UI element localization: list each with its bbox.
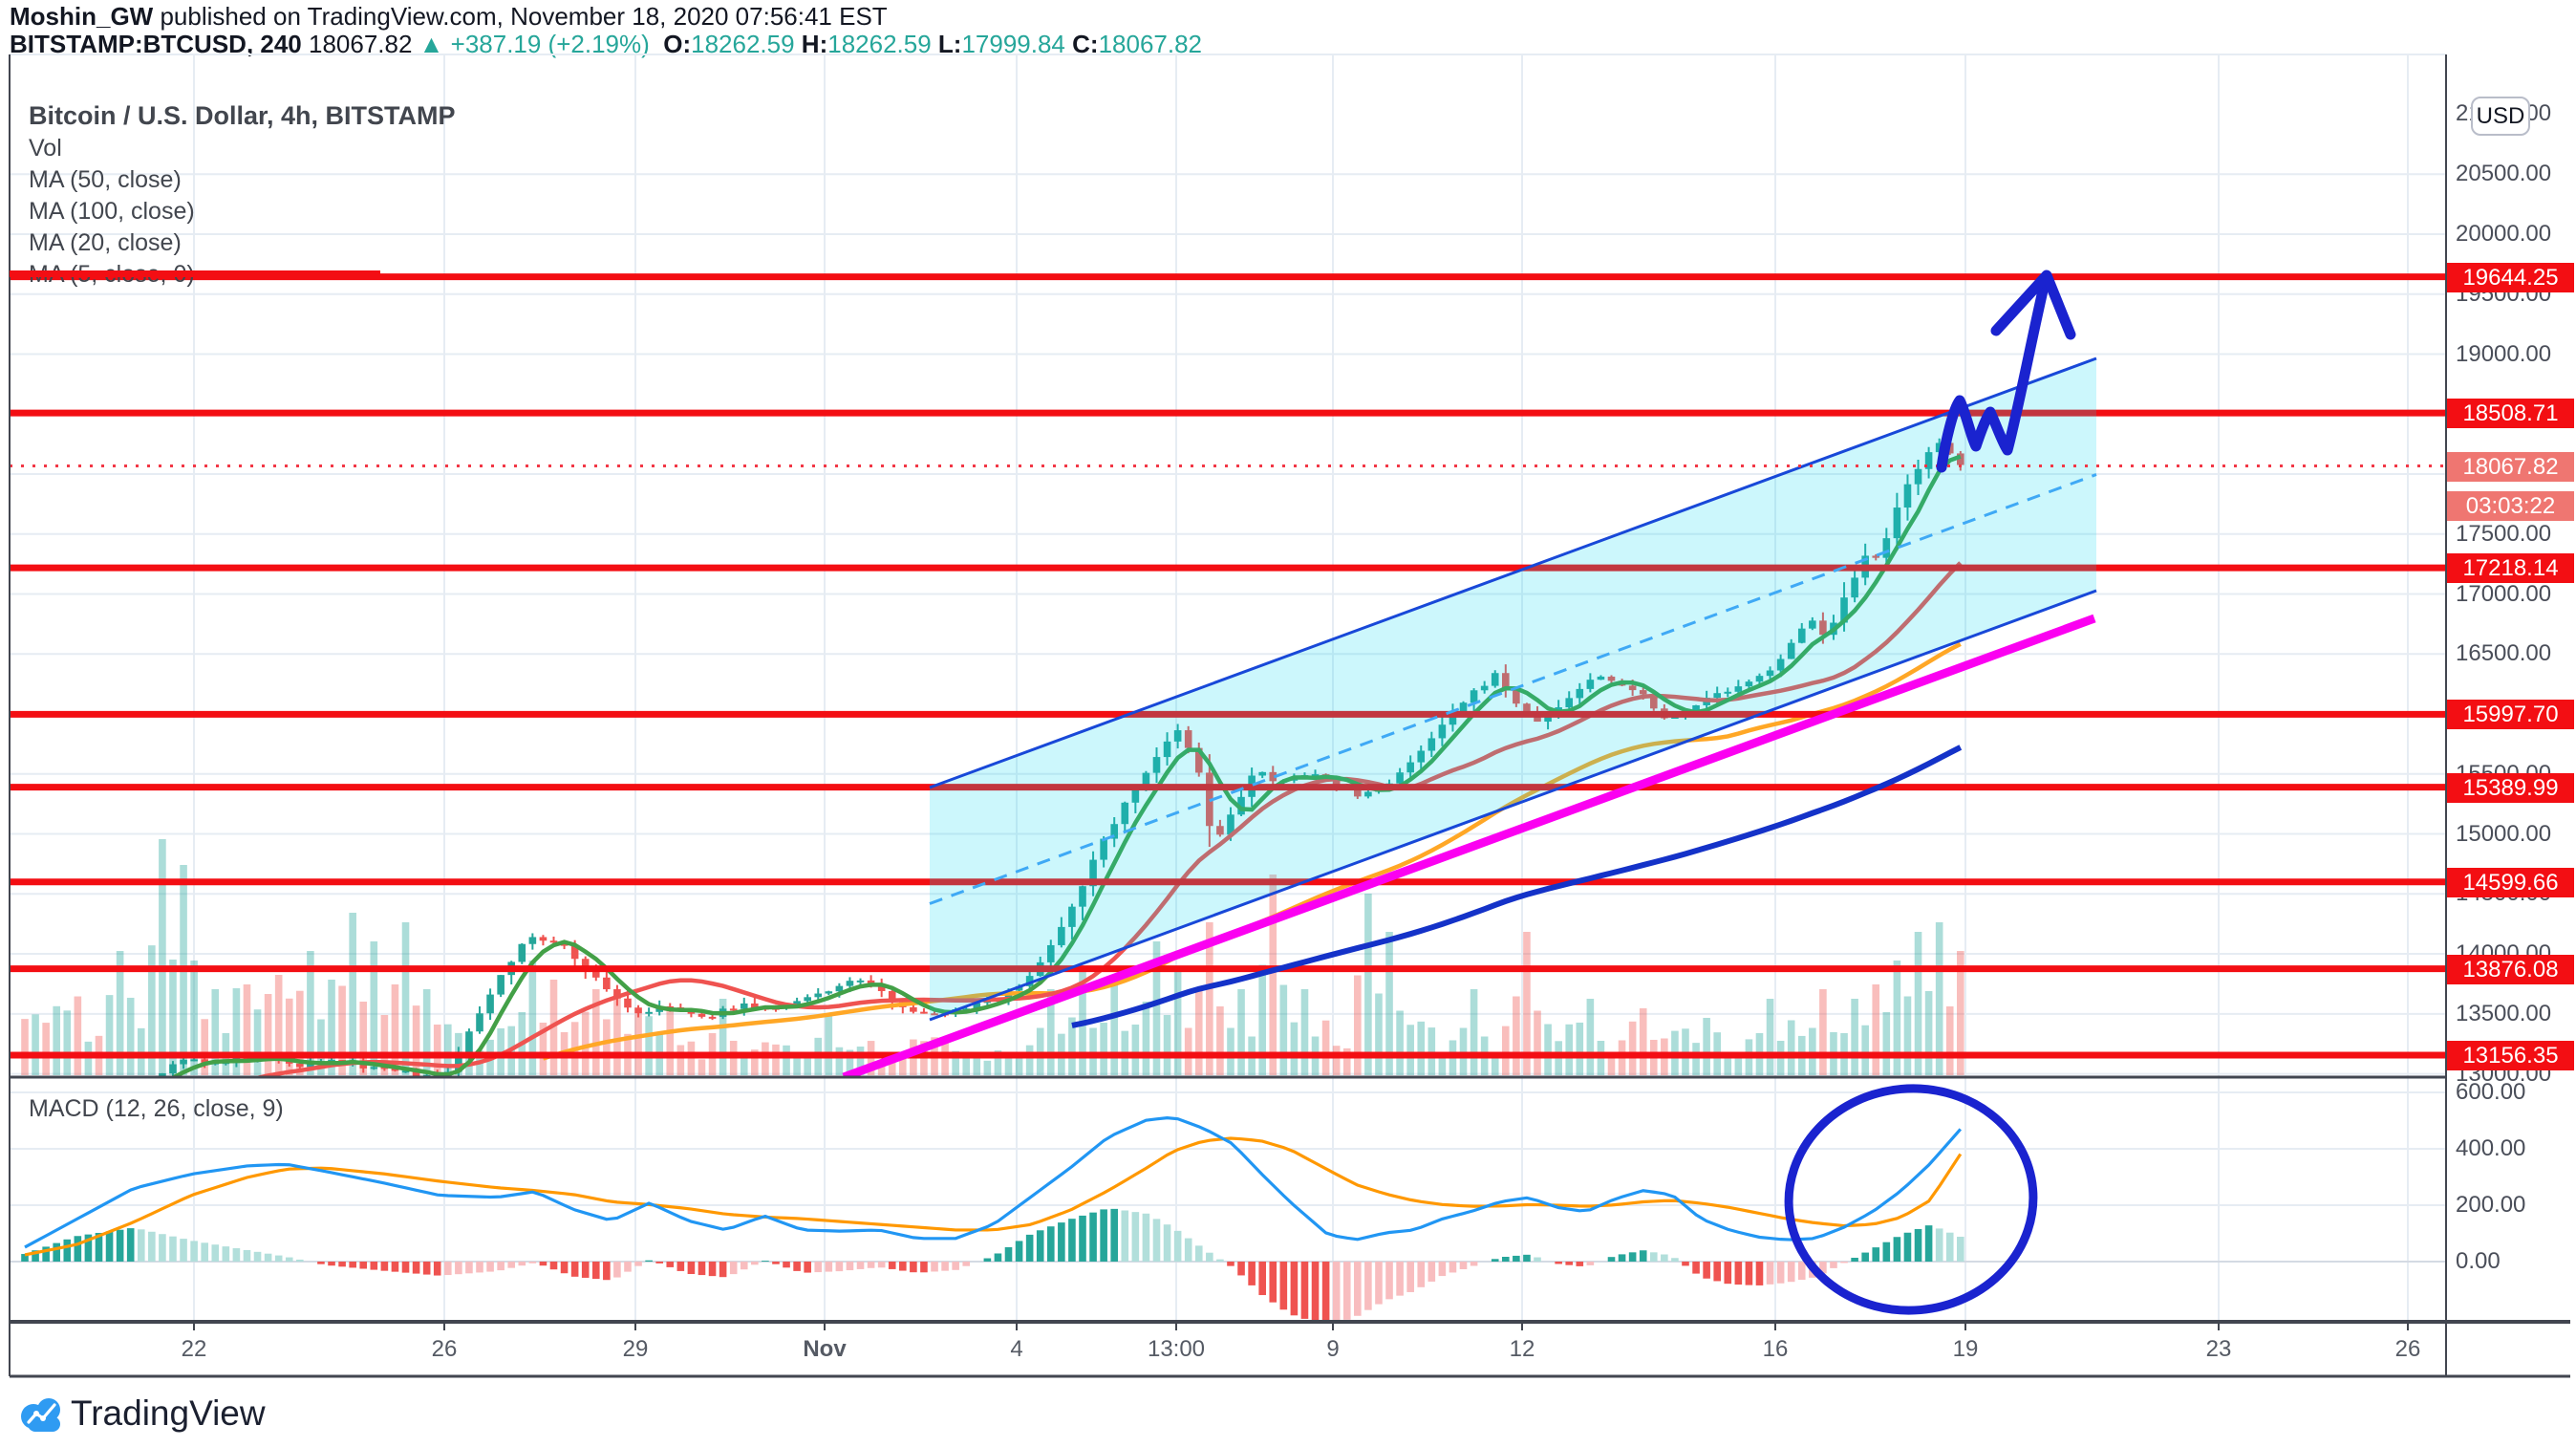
price-level-badge: 19644.25: [2447, 262, 2574, 292]
footer: TradingView: [0, 1378, 2576, 1447]
time-axis-label[interactable]: 22: [181, 1336, 207, 1362]
macd-signal-line: [24, 1136, 1963, 1257]
ticker-segment: 18067.82: [301, 30, 419, 58]
price-axis-label[interactable]: 17500.00: [2456, 520, 2552, 547]
ma-20-line: [250, 561, 1963, 1077]
chart-canvas[interactable]: [0, 0, 2576, 1378]
macd-line: [24, 1116, 1963, 1249]
overlay-lines[interactable]: [842, 614, 2096, 1077]
macd-axis-label[interactable]: 400.00: [2456, 1135, 2526, 1161]
price-level-badge: 13156.35: [2447, 1040, 2574, 1070]
publish-info: Moshin_GW published on TradingView.com, …: [10, 3, 888, 30]
time-axis-label[interactable]: 12: [1509, 1336, 1535, 1362]
magenta-trendline: [842, 614, 2096, 1077]
ticker-ohlc-row: BITSTAMP:BTCUSD, 240 18067.82 ▲ +387.19 …: [10, 31, 1202, 57]
time-axis-label[interactable]: 26: [431, 1336, 458, 1362]
drawn-circle: [1784, 1084, 2038, 1315]
time-axis-label[interactable]: 16: [1762, 1336, 1789, 1362]
price-level-badge: 15997.70: [2447, 700, 2574, 730]
pane-borders: [9, 54, 2570, 1378]
price-level-lines[interactable]: [10, 273, 2446, 1059]
ticker-segment: C:: [1072, 30, 1099, 58]
ticker-segment: L:: [937, 30, 962, 58]
time-axis-label[interactable]: Nov: [803, 1336, 847, 1362]
price-level-badge: 18508.71: [2447, 399, 2574, 429]
ticker-segment: O:: [663, 30, 692, 58]
currency-toggle-button[interactable]: USD: [2471, 97, 2530, 136]
ma-100-line: [1071, 745, 1963, 1028]
time-axis-label[interactable]: 23: [2205, 1336, 2232, 1362]
ticker-segment: H:: [801, 30, 828, 58]
time-axis-label[interactable]: 29: [622, 1336, 649, 1362]
parallel-channel[interactable]: [929, 356, 2097, 1022]
pane-legend: Bitcoin / U.S. Dollar, 4h, BITSTAMP Vol M…: [29, 98, 456, 291]
legend-item-0[interactable]: Vol: [29, 135, 62, 162]
ma-5-line: [169, 454, 1962, 1077]
macd-axis-label[interactable]: 200.00: [2456, 1192, 2526, 1218]
legend-item-3[interactable]: MA (20, close): [29, 229, 182, 256]
legend-item-1[interactable]: MA (50, close): [29, 166, 182, 193]
drawn-arrow-shaft: [1936, 272, 2051, 473]
ticker-segment: 17999.84: [961, 30, 1073, 58]
level-line-over-legend: [10, 270, 380, 277]
price-level-badge: 17218.14: [2447, 553, 2574, 584]
time-axis-label[interactable]: 9: [1326, 1336, 1340, 1362]
tradingview-brand-text[interactable]: TradingView: [71, 1393, 266, 1433]
legend-item-2[interactable]: MA (100, close): [29, 198, 195, 225]
price-level-badge: 13876.08: [2447, 954, 2574, 984]
ticker-segment: 18262.59: [691, 30, 802, 58]
ticker-segment: +387.19 (+2.19%): [443, 30, 664, 58]
price-axis-label[interactable]: 20000.00: [2456, 221, 2552, 247]
author-name: Moshin_GW: [10, 2, 154, 31]
macd-legend[interactable]: MACD (12, 26, close, 9): [29, 1095, 284, 1122]
ticker-segment: ▲: [419, 30, 444, 58]
price-axis-label[interactable]: 19000.00: [2456, 340, 2552, 367]
macd-pane: [10, 1116, 2446, 1322]
time-axis-label[interactable]: 4: [1010, 1336, 1023, 1362]
macd-axis-label[interactable]: 600.00: [2456, 1079, 2526, 1105]
countdown-badge: 03:03:22: [2447, 490, 2574, 521]
ticker-segment: BITSTAMP:BTCUSD, 240: [10, 30, 302, 58]
time-axis-label[interactable]: 13:00: [1147, 1336, 1206, 1362]
ticker-segment: 18262.59: [827, 30, 938, 58]
current-price-badge: 18067.82: [2447, 451, 2574, 482]
price-axis-label[interactable]: 20500.00: [2456, 161, 2552, 187]
ticker-segment: 18067.82: [1098, 30, 1203, 58]
price-axis-label[interactable]: 15000.00: [2456, 820, 2552, 847]
publish-text: published on TradingView.com, November 1…: [153, 2, 888, 31]
price-level-badge: 14599.66: [2447, 867, 2574, 897]
time-axis-label[interactable]: 26: [2394, 1336, 2421, 1362]
hand-drawings[interactable]: [1779, 270, 2076, 1321]
price-axis-label[interactable]: 13500.00: [2456, 1000, 2552, 1026]
macd-axis-label[interactable]: 0.00: [2456, 1248, 2501, 1274]
price-level-badge: 15389.99: [2447, 772, 2574, 803]
price-axis-label[interactable]: 17000.00: [2456, 580, 2552, 607]
price-axis-label[interactable]: 16500.00: [2456, 640, 2552, 667]
time-axis-label[interactable]: 19: [1952, 1336, 1979, 1362]
volume-bars: [21, 839, 1964, 1075]
symbol-title[interactable]: Bitcoin / U.S. Dollar, 4h, BITSTAMP: [29, 101, 456, 130]
drawn-arrow-head: [1990, 270, 2076, 340]
tradingview-logo-icon: [21, 1398, 60, 1432]
